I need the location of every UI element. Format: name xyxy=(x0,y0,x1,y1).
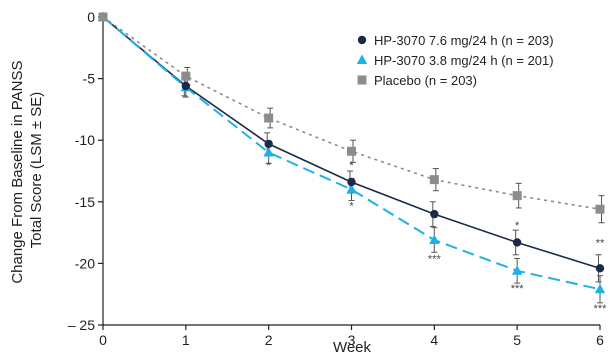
data-point xyxy=(181,81,191,91)
significance-marker: *** xyxy=(511,283,525,295)
data-point xyxy=(512,191,522,201)
x-axis-title: Week xyxy=(333,339,372,356)
legend-marker xyxy=(357,35,367,45)
y-tick-label: -5 xyxy=(83,71,96,87)
significance-marker: *** xyxy=(594,303,608,315)
data-point xyxy=(595,204,605,214)
x-tick-label: 6 xyxy=(596,332,604,348)
x-tick-label: 4 xyxy=(430,332,438,348)
data-point xyxy=(264,139,273,149)
data-point xyxy=(594,283,606,294)
data-point xyxy=(430,209,439,219)
data-point xyxy=(595,264,605,273)
significance-marker: *** xyxy=(428,253,442,265)
x-tick-label: 0 xyxy=(99,332,107,348)
error-bars xyxy=(181,67,605,304)
significance-annotations: * ************** xyxy=(267,160,608,315)
data-point xyxy=(512,238,522,247)
x-tick-label: 2 xyxy=(265,332,273,348)
ticks: 0 1 2 3 4 5 6 0 -5 -10 -15 -20 – 25 xyxy=(68,9,604,348)
x-tick-label: 5 xyxy=(513,332,521,348)
data-point xyxy=(98,12,108,22)
data-point xyxy=(346,183,357,194)
significance-marker: * xyxy=(267,160,272,172)
data-point xyxy=(347,177,356,187)
x-tick-label: 3 xyxy=(348,332,356,348)
legend-label: HP-3070 3.8 mg/24 h (n = 201) xyxy=(374,53,554,68)
y-axis-title: Change From Baseline in PANSS Total Scor… xyxy=(9,56,45,283)
data-point xyxy=(511,265,523,275)
y-tick-label: – 25 xyxy=(68,317,95,333)
y-tick-label: -20 xyxy=(75,255,95,271)
series-markers xyxy=(97,11,606,294)
x-tick-label: 1 xyxy=(182,332,190,348)
data-point xyxy=(264,113,274,123)
y-axis-title-line-2: Total Score (LSM ± SE) xyxy=(28,92,45,249)
data-point xyxy=(347,146,356,156)
data-point xyxy=(181,71,191,81)
significance-marker: ** xyxy=(596,237,605,249)
y-tick-label: 0 xyxy=(87,9,95,25)
data-point xyxy=(429,175,439,185)
y-tick-label: -10 xyxy=(75,132,95,148)
data-point xyxy=(429,234,440,244)
y-axis-title-line-1: Change From Baseline in PANSS xyxy=(9,61,26,284)
data-point xyxy=(263,147,274,157)
significance-marker: * xyxy=(515,220,520,232)
legend: HP-3070 7.6 mg/24 h (n = 203) HP-3070 3.8… xyxy=(356,33,554,88)
legend-marker xyxy=(356,54,368,64)
significance-marker: * xyxy=(349,200,354,212)
significance-marker: * xyxy=(349,160,354,172)
legend-label: Placebo (n = 203) xyxy=(374,73,477,88)
legend-label: HP-3070 7.6 mg/24 h (n = 203) xyxy=(374,33,554,48)
y-tick-label: -15 xyxy=(75,194,95,210)
legend-marker xyxy=(357,75,367,85)
